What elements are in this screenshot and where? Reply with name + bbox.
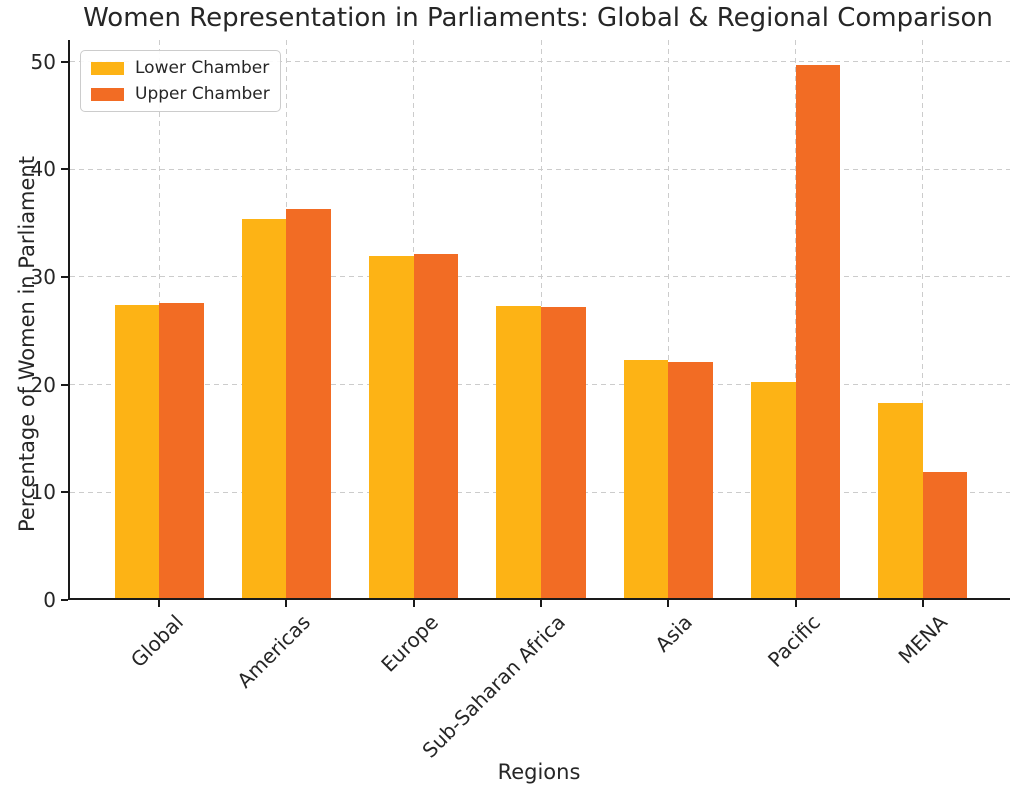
xtick-label-pacific: Pacific <box>762 610 825 672</box>
gridline-y-40 <box>70 168 1010 170</box>
legend: Lower Chamber Upper Chamber <box>80 50 281 112</box>
ytick-label-20: 20 <box>30 372 56 397</box>
bar-pacific-lower-chamber <box>751 381 796 598</box>
legend-label-lower-chamber: Lower Chamber <box>135 58 270 78</box>
bar-americas-lower-chamber <box>241 218 287 598</box>
gridline-y-30 <box>70 276 1010 278</box>
bar-sub-saharan-africa-lower-chamber <box>496 306 541 598</box>
bar-global-upper-chamber <box>159 302 204 598</box>
tick-y-0 <box>61 599 68 601</box>
legend-entry-lower-chamber: Lower Chamber <box>91 58 270 78</box>
ytick-label-40: 40 <box>30 157 56 182</box>
xtick-label-americas: Americas <box>232 610 316 693</box>
gridline-y-50 <box>70 61 1010 63</box>
legend-label-upper-chamber: Upper Chamber <box>135 84 270 104</box>
tick-x-mena <box>921 600 924 607</box>
bar-sub-saharan-africa-upper-chamber <box>541 307 586 598</box>
chart-title: Women Representation in Parliaments: Glo… <box>83 3 993 33</box>
xtick-label-global: Global <box>125 610 189 673</box>
bar-pacific-upper-chamber <box>795 64 841 598</box>
tick-y-10 <box>61 491 68 494</box>
plot-area: Lower Chamber Upper Chamber 0 10 20 30 40 50 Gl… <box>31 40 1010 763</box>
tick-x-sub-saharan-africa <box>540 600 542 607</box>
legend-entry-upper-chamber: Upper Chamber <box>91 84 270 104</box>
bar-mena-lower-chamber <box>878 403 923 598</box>
tick-x-americas <box>285 600 288 607</box>
gridline-x-asia <box>667 40 669 598</box>
bar-mena-upper-chamber <box>922 472 968 598</box>
tick-y-30 <box>61 275 68 278</box>
bar-americas-upper-chamber <box>286 209 331 598</box>
tick-x-pacific <box>794 600 797 607</box>
xtick-label-sub-saharan-africa: Sub-Saharan Africa <box>417 610 570 763</box>
y-axis-label: Percentage of Women in Parliament <box>15 156 39 532</box>
ytick-label-10: 10 <box>30 480 56 505</box>
bar-asia-lower-chamber <box>623 360 669 598</box>
ytick-label-0: 0 <box>43 588 56 612</box>
ytick-label-50: 50 <box>30 49 56 74</box>
x-axis-label: Regions <box>497 760 581 784</box>
tick-x-asia <box>667 600 670 607</box>
bar-europe-lower-chamber <box>369 255 414 598</box>
tick-y-40 <box>61 168 68 171</box>
ytick-label-30: 30 <box>30 264 56 289</box>
legend-swatch-upper-chamber <box>91 87 124 101</box>
xtick-label-europe: Europe <box>375 610 443 677</box>
xtick-label-mena: MENA <box>893 610 952 669</box>
bar-asia-upper-chamber <box>668 362 713 598</box>
bar-europe-upper-chamber <box>413 254 459 598</box>
tick-x-global <box>158 600 161 607</box>
gridline-x-mena <box>922 40 924 598</box>
bar-global-lower-chamber <box>114 305 160 598</box>
tick-x-europe <box>412 600 415 607</box>
legend-swatch-lower-chamber <box>91 61 124 75</box>
xtick-label-asia: Asia <box>650 610 698 657</box>
tick-y-50 <box>61 60 68 63</box>
tick-y-20 <box>61 383 68 386</box>
